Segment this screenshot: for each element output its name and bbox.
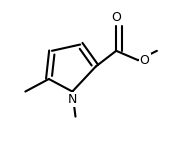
Text: N: N xyxy=(68,93,77,106)
Text: O: O xyxy=(111,11,121,24)
Text: O: O xyxy=(140,54,150,67)
